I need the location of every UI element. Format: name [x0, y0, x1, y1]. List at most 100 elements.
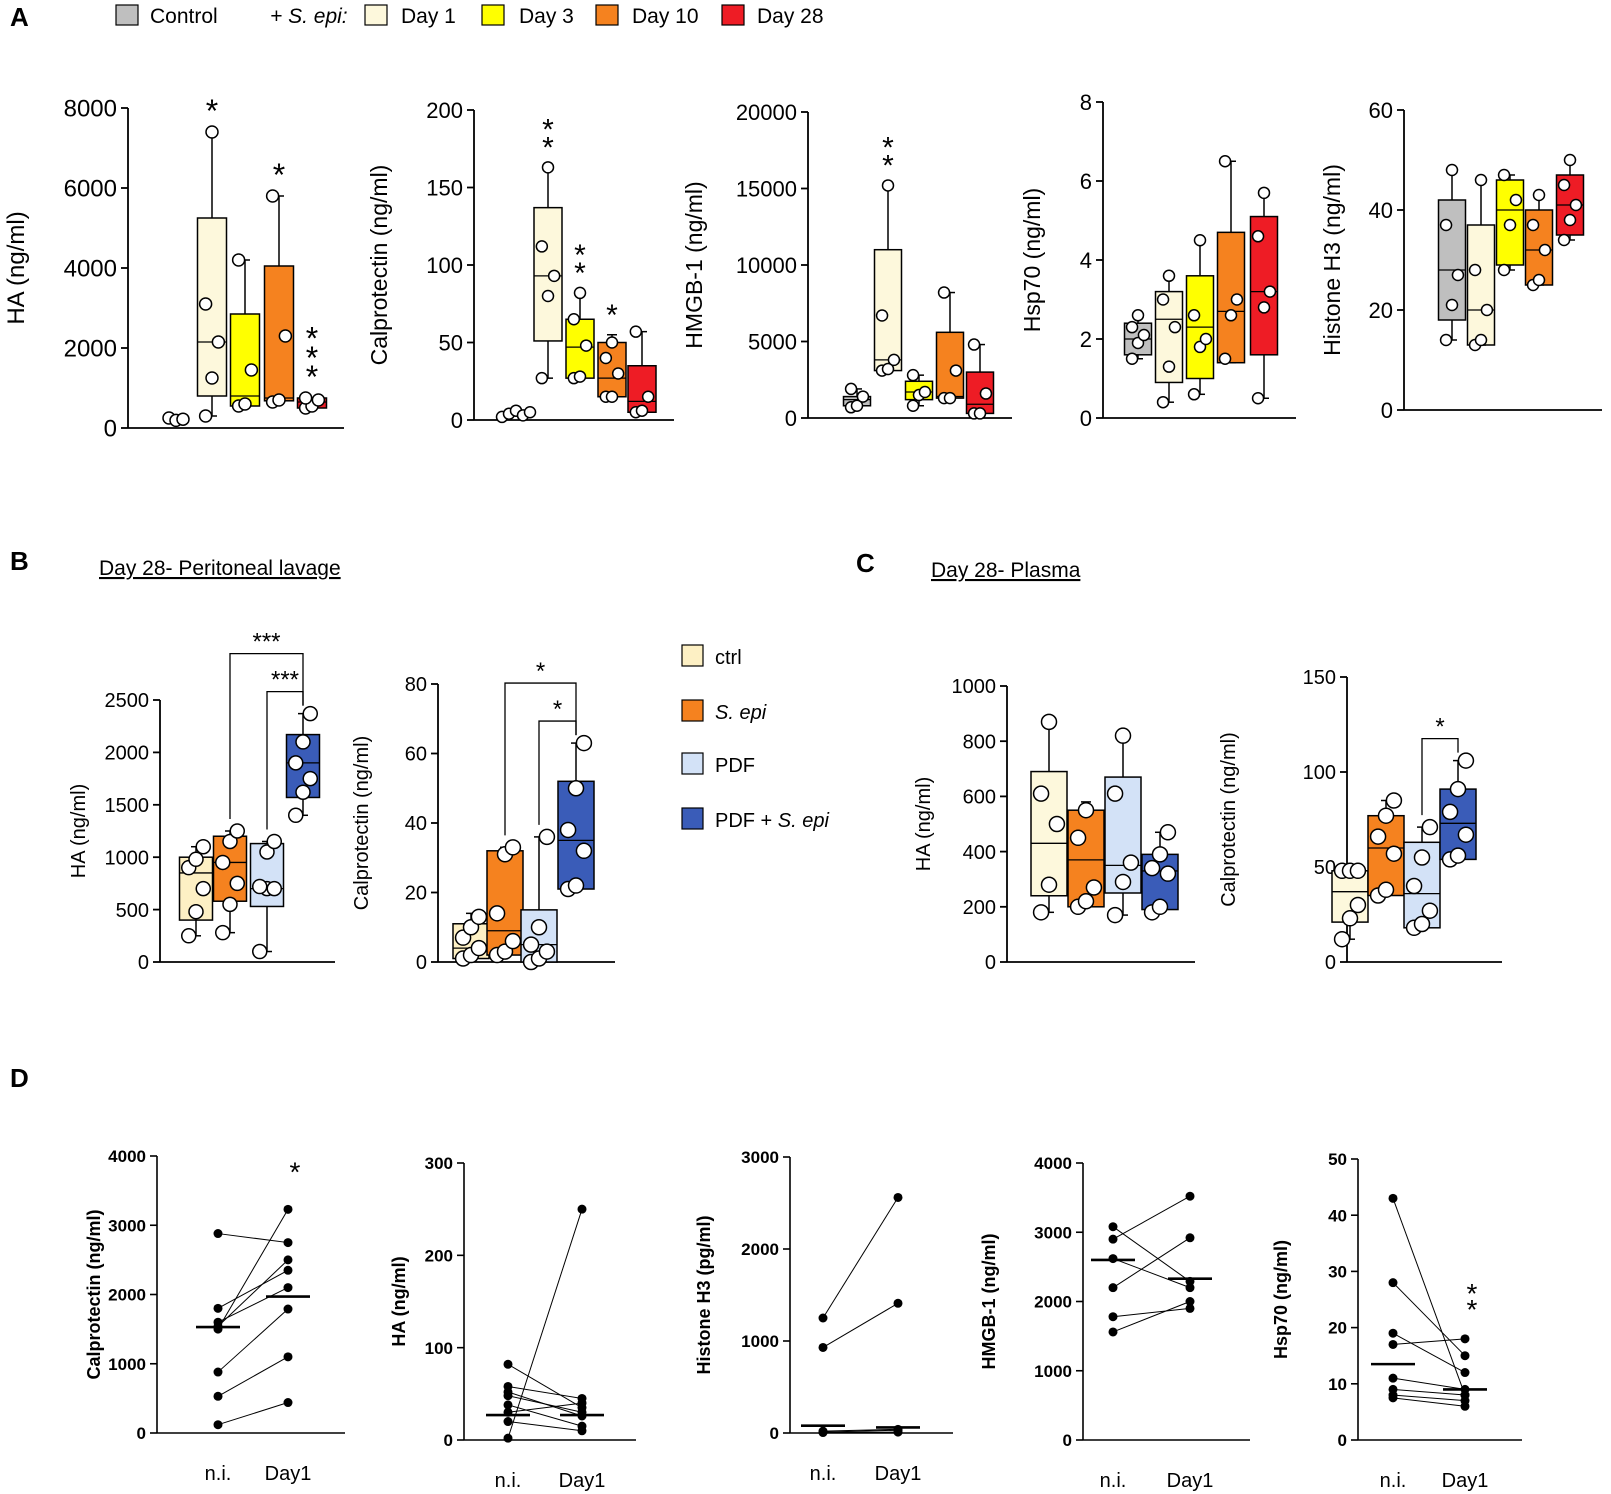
x-category-label: n.i.	[205, 1463, 232, 1485]
box	[935, 331, 965, 399]
data-point	[1413, 849, 1431, 866]
y-axis-label: HMGB-1 (ng/ml)	[979, 1234, 999, 1370]
y-tick-label: 4000	[108, 1147, 146, 1166]
data-point	[503, 1417, 513, 1427]
data-point	[538, 943, 556, 960]
panel-letter-b: B	[10, 546, 29, 576]
data-point	[918, 385, 932, 399]
data-point	[1185, 1233, 1195, 1243]
data-point	[222, 833, 238, 850]
data-point	[1108, 1254, 1118, 1264]
y-axis-label: HA (ng/ml)	[913, 777, 935, 871]
x-category-label: n.i.	[495, 1470, 522, 1492]
group-day-28	[627, 325, 657, 419]
pair-line	[217, 1308, 289, 1373]
data-point	[1460, 1334, 1470, 1344]
data-point	[213, 1391, 223, 1401]
significance-bracket: ***	[266, 667, 304, 830]
group-ctrl	[1030, 713, 1068, 921]
data-point	[504, 839, 522, 856]
legend-swatch-ctrl	[681, 644, 704, 667]
y-axis-label: Calprotectin (ng/ml)	[84, 1209, 104, 1379]
data-point	[195, 838, 212, 855]
data-point	[1257, 186, 1271, 200]
data-point	[1185, 1303, 1195, 1313]
data-point	[1032, 904, 1050, 921]
bracket-line	[1421, 737, 1459, 816]
group-day-3	[1495, 168, 1525, 277]
data-point	[214, 924, 231, 941]
data-point	[195, 880, 212, 897]
data-point	[1439, 333, 1453, 347]
data-point	[287, 807, 304, 824]
data-point	[1077, 801, 1095, 819]
data-point	[559, 821, 577, 839]
data-point	[1457, 826, 1475, 843]
data-point	[1106, 785, 1124, 802]
bracket-label: ***	[271, 667, 299, 694]
y-tick-label: 100	[426, 253, 463, 278]
y-tick-label: 150	[1303, 667, 1336, 689]
group-pdf	[1403, 818, 1441, 937]
data-point	[211, 335, 226, 349]
pair-line	[217, 1269, 289, 1309]
data-point	[1503, 218, 1517, 232]
data-point	[1185, 1297, 1195, 1306]
data-point	[973, 407, 987, 420]
data-point	[1457, 752, 1475, 769]
data-point	[1349, 896, 1367, 914]
data-point	[1218, 352, 1232, 365]
bracket-label: *	[536, 658, 545, 685]
y-tick-label: 15000	[736, 176, 797, 201]
pair-line	[1112, 1237, 1191, 1289]
data-point	[1125, 320, 1139, 334]
chart-b1: 0 500 1000 1500 2000 2500 HA (ng/ml) *** ***	[68, 629, 335, 974]
data-point	[1377, 881, 1395, 899]
data-point	[1341, 910, 1359, 927]
data-point	[1369, 828, 1387, 845]
data-point	[547, 269, 561, 283]
data-point	[1108, 1327, 1118, 1337]
data-point	[1441, 803, 1459, 821]
pair-line	[217, 1233, 289, 1244]
data-point	[541, 161, 555, 174]
group-pdf-s-epi	[1439, 752, 1477, 868]
y-tick-label: 4000	[1034, 1154, 1072, 1173]
pair-line	[217, 1287, 289, 1323]
y-tick-label: 4000	[64, 256, 117, 283]
data-point	[1199, 332, 1213, 346]
y-tick-label: 0	[451, 408, 463, 433]
significance-star: *	[273, 157, 285, 193]
significance-star: *	[306, 359, 318, 395]
y-tick-label: 0	[1381, 398, 1393, 423]
data-point	[1497, 168, 1511, 182]
data-point	[222, 896, 238, 913]
legend-swatch-pdf	[681, 752, 704, 775]
y-tick-label: 0	[1063, 1431, 1072, 1450]
y-axis-label: Histone H3 (ng/ml)	[1319, 164, 1345, 356]
y-tick-label: 8	[1080, 90, 1092, 115]
data-point	[979, 387, 993, 400]
data-point	[641, 390, 655, 403]
y-tick-label: 800	[963, 731, 996, 753]
chart-a4: 0 2 4 6 8 Hsp70 (ng/ml)	[1019, 90, 1296, 431]
group-day-10	[1524, 188, 1554, 292]
data-point	[943, 391, 957, 405]
data-point	[265, 189, 280, 203]
data-point	[283, 1204, 293, 1214]
pair-line	[1392, 1388, 1466, 1396]
chart-d3: 0 1000 2000 3000 Histone H3 (pg/ml) n.i. Day1	[694, 1148, 953, 1485]
y-tick-label: 2	[1080, 327, 1092, 352]
group-control	[1123, 309, 1153, 365]
chart-d1: 0 1000 2000 3000 4000 Calprotectin (ng/ml) n.i…	[84, 1147, 345, 1485]
group-ctrl	[178, 838, 214, 944]
data-point	[213, 1303, 223, 1313]
y-tick-label: 10000	[736, 253, 797, 278]
data-point	[1257, 301, 1271, 314]
data-point	[1449, 780, 1467, 798]
data-point	[579, 339, 593, 352]
data-point	[1114, 873, 1132, 891]
x-category-label: Day1	[559, 1470, 606, 1492]
data-point	[906, 399, 920, 413]
data-point	[470, 939, 488, 957]
